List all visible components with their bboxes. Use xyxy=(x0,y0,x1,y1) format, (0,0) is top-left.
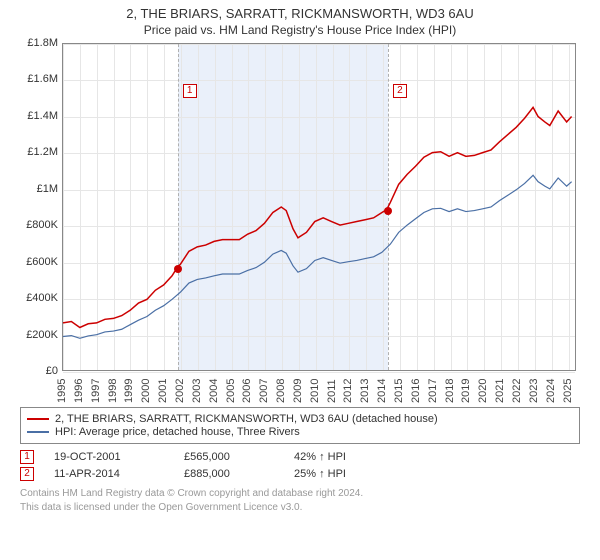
series-svg xyxy=(63,44,575,370)
x-axis-label: 2012 xyxy=(342,373,354,403)
y-axis-label: £1.4M xyxy=(18,110,58,122)
x-axis-label: 2010 xyxy=(309,373,321,403)
legend-label: 2, THE BRIARS, SARRATT, RICKMANSWORTH, W… xyxy=(55,413,438,425)
sale-row: 2 11-APR-2014 £885,000 25% ↑ HPI xyxy=(20,467,580,481)
sale-date: 11-APR-2014 xyxy=(54,468,164,480)
x-axis-label: 1998 xyxy=(107,373,119,403)
x-axis-label: 2009 xyxy=(292,373,304,403)
x-axis-label: 2025 xyxy=(562,373,574,403)
y-axis-label: £1.6M xyxy=(18,73,58,85)
y-axis-label: £1.2M xyxy=(18,146,58,158)
legend-swatch xyxy=(27,418,49,420)
x-axis-label: 2024 xyxy=(545,373,557,403)
sales-block: 1 19-OCT-2001 £565,000 42% ↑ HPI 2 11-AP… xyxy=(20,450,580,481)
series-line xyxy=(63,175,572,338)
sale-marker-dot xyxy=(384,207,392,215)
title-line2: Price paid vs. HM Land Registry's House … xyxy=(10,23,590,37)
x-axis-label: 2020 xyxy=(477,373,489,403)
y-axis-label: £400K xyxy=(18,292,58,304)
x-axis-label: 2021 xyxy=(494,373,506,403)
x-axis-label: 2008 xyxy=(275,373,287,403)
x-axis-label: 2007 xyxy=(258,373,270,403)
y-axis-label: £0 xyxy=(18,365,58,377)
sale-price: £565,000 xyxy=(184,451,274,463)
x-axis-label: 2000 xyxy=(140,373,152,403)
sale-diff: 25% ↑ HPI xyxy=(294,468,346,480)
x-axis-label: 2001 xyxy=(157,373,169,403)
sale-row: 1 19-OCT-2001 £565,000 42% ↑ HPI xyxy=(20,450,580,464)
x-axis-label: 2016 xyxy=(410,373,422,403)
x-axis-label: 2015 xyxy=(393,373,405,403)
x-axis-label: 2005 xyxy=(225,373,237,403)
y-axis-label: £800K xyxy=(18,219,58,231)
sale-price: £885,000 xyxy=(184,468,274,480)
x-axis-label: 2011 xyxy=(326,373,338,403)
marker-label-box: 2 xyxy=(393,84,407,98)
x-axis-label: 1995 xyxy=(56,373,68,403)
legend-label: HPI: Average price, detached house, Thre… xyxy=(55,426,300,438)
footer-line2: This data is licensed under the Open Gov… xyxy=(20,501,580,515)
sale-marker: 1 xyxy=(20,450,34,464)
y-axis-label: £200K xyxy=(18,329,58,341)
series-line xyxy=(63,107,572,327)
footer-line1: Contains HM Land Registry data © Crown c… xyxy=(20,487,580,501)
x-axis-label: 2018 xyxy=(444,373,456,403)
x-axis-label: 1999 xyxy=(123,373,135,403)
legend-item: HPI: Average price, detached house, Thre… xyxy=(27,426,573,438)
x-axis-label: 2004 xyxy=(208,373,220,403)
sale-marker-dot xyxy=(174,265,182,273)
x-axis-label: 2017 xyxy=(427,373,439,403)
x-axis-label: 2014 xyxy=(376,373,388,403)
legend: 2, THE BRIARS, SARRATT, RICKMANSWORTH, W… xyxy=(20,407,580,444)
sale-marker: 2 xyxy=(20,467,34,481)
sale-date: 19-OCT-2001 xyxy=(54,451,164,463)
x-axis-label: 2006 xyxy=(241,373,253,403)
x-axis-label: 2019 xyxy=(460,373,472,403)
x-axis-label: 1996 xyxy=(73,373,85,403)
x-axis-label: 2003 xyxy=(191,373,203,403)
title-line1: 2, THE BRIARS, SARRATT, RICKMANSWORTH, W… xyxy=(10,6,590,21)
y-axis-label: £1M xyxy=(18,183,58,195)
y-axis-label: £600K xyxy=(18,256,58,268)
x-axis-label: 2022 xyxy=(511,373,523,403)
x-axis-label: 2013 xyxy=(359,373,371,403)
footer-note: Contains HM Land Registry data © Crown c… xyxy=(20,487,580,514)
x-axis-label: 2023 xyxy=(528,373,540,403)
legend-swatch xyxy=(27,431,49,433)
y-axis-label: £1.8M xyxy=(18,37,58,49)
legend-item: 2, THE BRIARS, SARRATT, RICKMANSWORTH, W… xyxy=(27,413,573,425)
x-axis-label: 1997 xyxy=(90,373,102,403)
x-axis-label: 2002 xyxy=(174,373,186,403)
marker-label-box: 1 xyxy=(183,84,197,98)
chart-title-block: 2, THE BRIARS, SARRATT, RICKMANSWORTH, W… xyxy=(0,0,600,39)
plot-area: 12 xyxy=(62,43,576,371)
sale-diff: 42% ↑ HPI xyxy=(294,451,346,463)
chart-wrapper: 12 £0£200K£400K£600K£800K£1M£1.2M£1.4M£1… xyxy=(20,43,580,403)
